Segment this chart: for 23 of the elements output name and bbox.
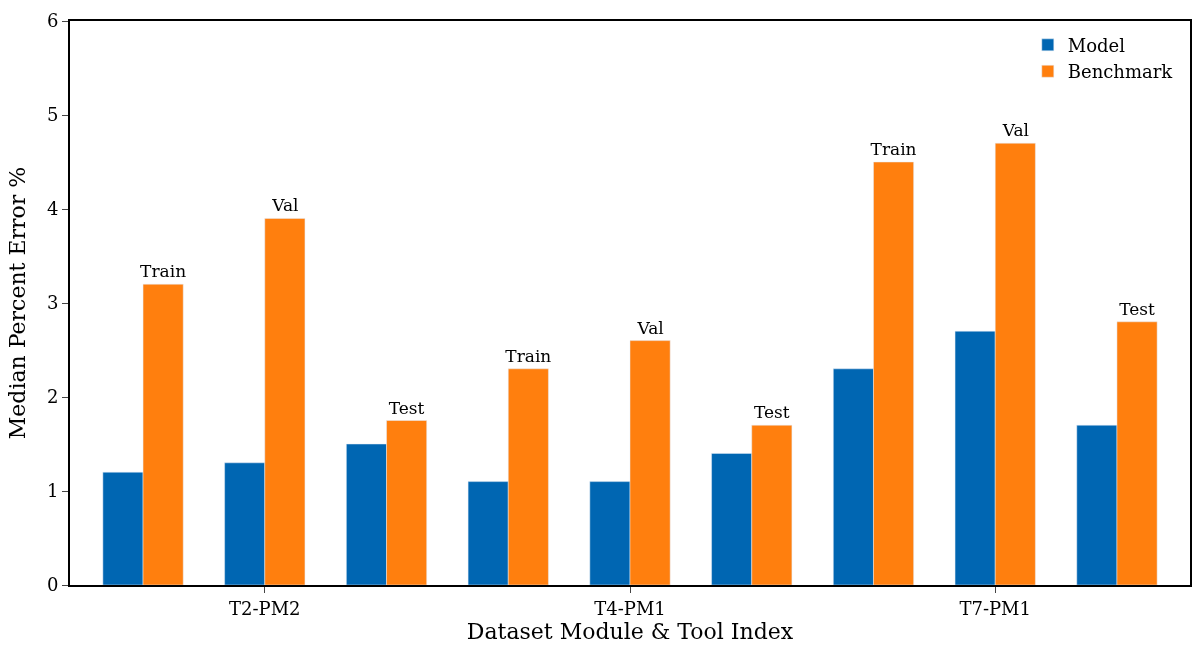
data-label: Test bbox=[753, 402, 790, 423]
y-tick-label: 4 bbox=[46, 198, 59, 220]
x-tick-label: T4-PM1 bbox=[594, 597, 666, 619]
legend-label: Model bbox=[1067, 34, 1126, 56]
y-tick-label: 6 bbox=[46, 10, 59, 32]
data-label: Val bbox=[636, 317, 664, 338]
y-tick-label: 5 bbox=[46, 104, 59, 126]
data-label: Train bbox=[505, 345, 552, 366]
data-label: Val bbox=[271, 195, 299, 216]
x-tick-label: T2-PM2 bbox=[229, 597, 301, 619]
y-tick-label: 1 bbox=[46, 480, 59, 502]
y-tick-label: 3 bbox=[46, 292, 59, 314]
data-label: Train bbox=[140, 261, 187, 282]
x-axis-title: Dataset Module & Tool Index bbox=[466, 618, 794, 644]
data-label: Test bbox=[1119, 298, 1155, 319]
data-label: Val bbox=[1001, 120, 1029, 141]
y-tick-label: 0 bbox=[46, 574, 59, 596]
y-axis-title: Median Percent Error % bbox=[5, 166, 31, 440]
y-tick-label: 2 bbox=[46, 386, 59, 408]
legend-label: Benchmark bbox=[1067, 61, 1174, 83]
data-label: Test bbox=[388, 397, 425, 418]
data-label: Train bbox=[870, 139, 917, 159]
x-tick-label: T7-PM1 bbox=[959, 597, 1031, 619]
